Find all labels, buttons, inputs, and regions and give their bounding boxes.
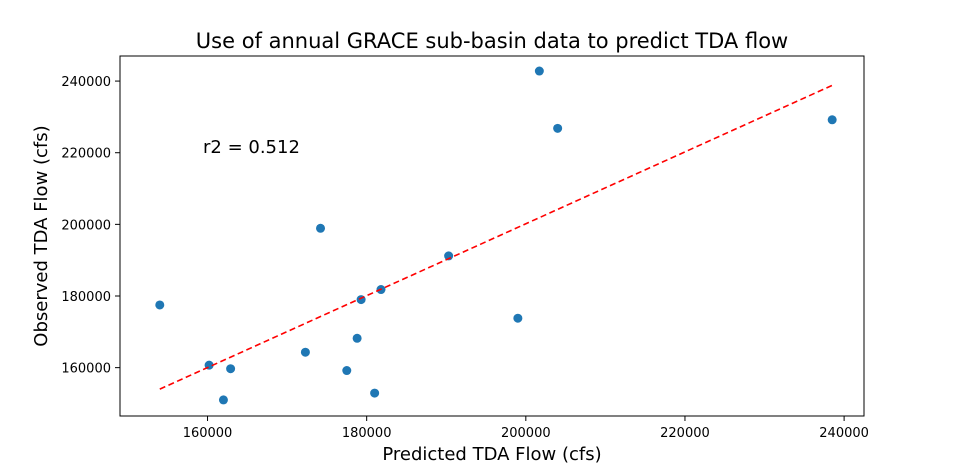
data-point <box>226 364 236 374</box>
data-point <box>553 123 563 133</box>
r2-annotation: r2 = 0.512 <box>203 137 300 158</box>
data-point <box>513 313 523 323</box>
x-axis-label: Predicted TDA Flow (cfs) <box>382 444 601 465</box>
y-tick-label: 180000 <box>61 290 111 305</box>
x-tick-label: 160000 <box>183 426 233 441</box>
y-tick-label: 220000 <box>61 147 111 162</box>
y-tick-label: 240000 <box>61 75 111 90</box>
x-tick-label: 220000 <box>660 426 710 441</box>
data-point <box>352 333 362 343</box>
data-point <box>356 295 366 305</box>
data-point <box>534 66 544 76</box>
data-point <box>342 366 352 376</box>
data-point <box>827 115 837 125</box>
axes-frame <box>119 55 865 417</box>
y-tick-label: 160000 <box>61 362 111 377</box>
chart-title: Use of annual GRACE sub-basin data to pr… <box>196 29 788 53</box>
x-tick-label: 180000 <box>342 426 392 441</box>
plot-area: 160000 180000 200000 220000 240000 160000 1800… <box>61 66 869 441</box>
y-axis-label: Observed TDA Flow (cfs) <box>31 125 52 346</box>
x-tick-label: 200000 <box>501 426 551 441</box>
data-point <box>300 347 310 357</box>
y-tick-label: 200000 <box>61 218 111 233</box>
data-point <box>155 300 165 310</box>
data-point <box>370 388 380 398</box>
data-point <box>316 223 326 233</box>
x-tick-label: 240000 <box>819 426 869 441</box>
data-point <box>218 395 228 405</box>
